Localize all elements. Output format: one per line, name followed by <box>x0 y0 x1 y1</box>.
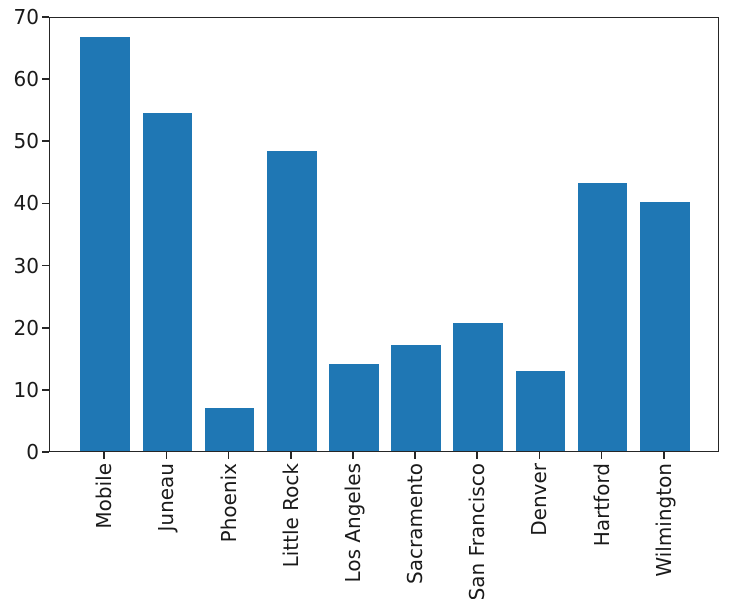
x-axis-tick-mark <box>600 452 603 459</box>
y-axis-tick-label: 10 <box>13 377 39 402</box>
y-axis-tick-label: 40 <box>13 191 39 216</box>
x-axis-tick-label: Juneau <box>154 463 179 532</box>
y-axis-tick-mark <box>42 451 49 453</box>
x-axis-tick-label: Sacramento <box>403 463 428 584</box>
x-axis-tick-label-anchor: Phoenix <box>216 463 241 543</box>
bar <box>577 182 628 451</box>
x-axis-tick-mark <box>289 452 292 459</box>
y-axis-tick-mark <box>42 264 49 267</box>
x-axis-tick-label-anchor: Los Angeles <box>340 463 365 583</box>
x-axis-tick-mark <box>476 452 479 459</box>
bar <box>204 407 255 451</box>
y-axis-tick-mark <box>42 140 49 143</box>
y-axis-tick-mark <box>42 16 49 18</box>
x-axis-tick-mark <box>227 452 230 459</box>
x-axis-tick-mark <box>352 452 354 459</box>
x-axis-tick-mark <box>538 452 541 459</box>
x-axis-tick-mark <box>103 452 106 459</box>
y-axis-tick-mark <box>42 389 49 391</box>
x-axis-tick-label-anchor: Sacramento <box>403 463 428 584</box>
y-axis-tick-label: 30 <box>13 253 39 278</box>
x-axis-tick-label: Little Rock <box>278 463 303 568</box>
x-axis-tick-label-anchor: Denver <box>527 463 552 536</box>
y-axis-tick-label: 70 <box>13 5 39 29</box>
y-axis-tick-mark <box>42 202 49 205</box>
y-axis-tick-mark <box>42 78 49 80</box>
bar <box>142 112 193 451</box>
x-axis-tick-mark <box>414 452 416 459</box>
bar <box>515 370 566 451</box>
plot-area <box>49 17 719 452</box>
bar <box>80 36 131 451</box>
y-axis-tick-label: 60 <box>13 67 39 92</box>
x-axis-tick-label: Los Angeles <box>340 463 365 583</box>
x-axis-tick-label: Wilmington <box>651 463 676 577</box>
x-axis-tick-label-anchor: Wilmington <box>651 463 676 577</box>
x-axis-tick-mark <box>662 452 665 459</box>
x-axis-tick-label-anchor: San Francisco <box>465 463 490 601</box>
x-axis-tick-label-anchor: Hartford <box>589 463 614 547</box>
x-axis-tick-label: San Francisco <box>465 463 490 601</box>
x-axis-tick-label-anchor: Juneau <box>154 463 179 532</box>
x-axis-tick-label: Mobile <box>92 463 117 529</box>
x-axis-tick-label-anchor: Mobile <box>92 463 117 529</box>
y-axis-tick-label: 50 <box>13 129 39 154</box>
x-axis-tick-label: Denver <box>527 463 552 536</box>
y-axis-tick-label: 20 <box>13 315 39 340</box>
x-axis-tick-label: Phoenix <box>216 463 241 543</box>
bar <box>453 322 504 451</box>
x-axis-tick-label: Hartford <box>589 463 614 547</box>
bar <box>639 202 690 451</box>
bar <box>391 344 441 451</box>
bar <box>266 151 317 451</box>
x-axis-tick-mark <box>165 452 168 459</box>
y-axis-tick-label: 0 <box>26 440 39 464</box>
x-axis-tick-label-anchor: Little Rock <box>278 463 303 568</box>
y-axis-tick-mark <box>42 326 49 329</box>
bar <box>329 364 379 451</box>
